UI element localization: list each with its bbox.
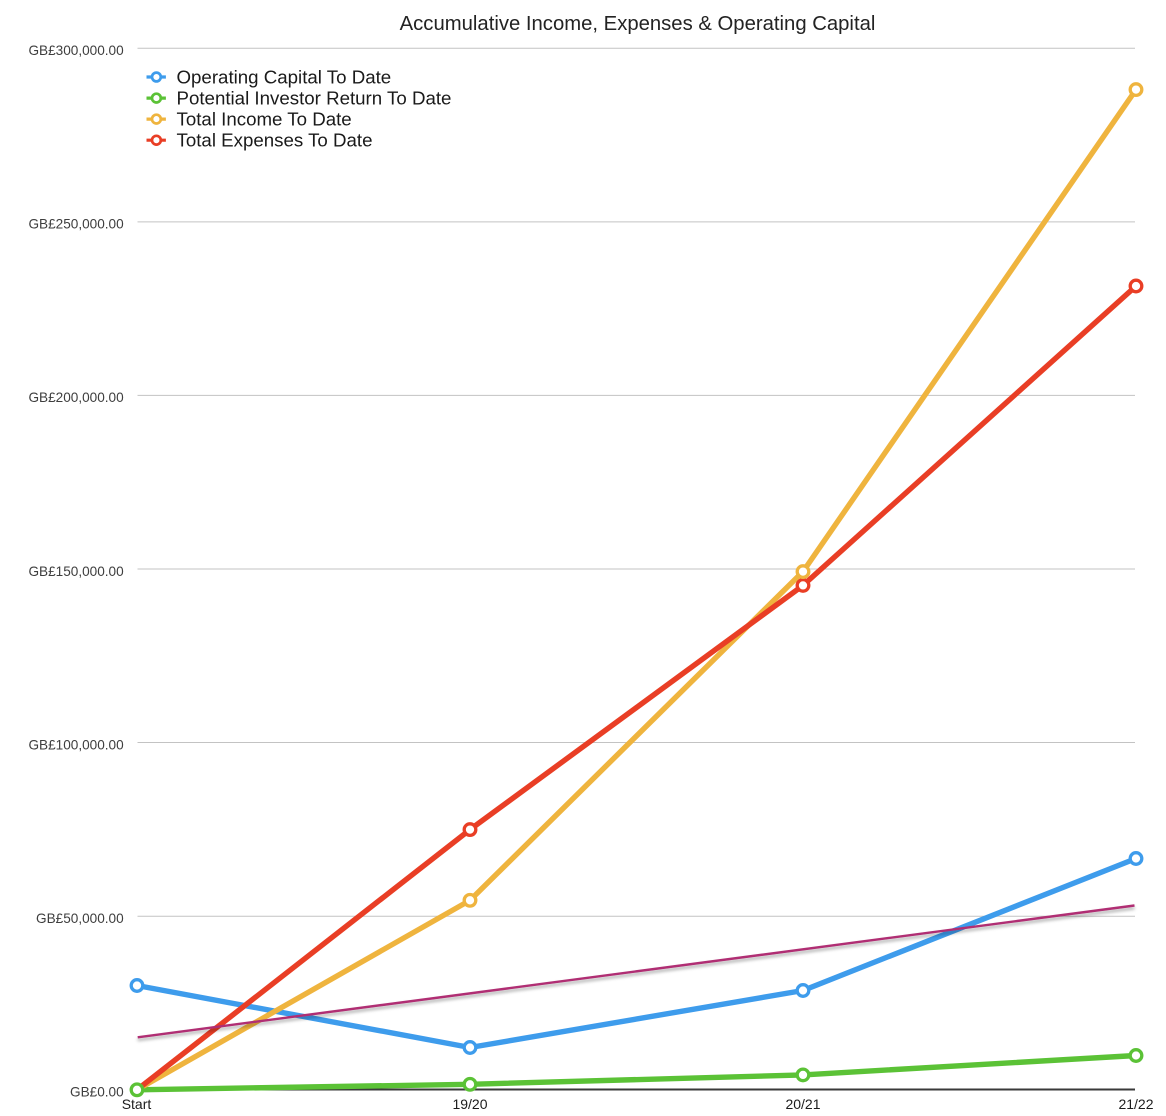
svg-text:GB£0.00: GB£0.00	[70, 1085, 124, 1100]
svg-text:21/22: 21/22	[1118, 1096, 1153, 1112]
svg-text:Operating Capital To Date: Operating Capital To Date	[177, 67, 392, 88]
svg-text:Potential Investor Return To D: Potential Investor Return To Date	[177, 88, 452, 109]
svg-text:Total Income To Date: Total Income To Date	[177, 109, 352, 130]
svg-text:GB£250,000.00: GB£250,000.00	[28, 217, 124, 232]
svg-text:GB£50,000.00: GB£50,000.00	[36, 911, 124, 926]
svg-text:GB£100,000.00: GB£100,000.00	[28, 737, 124, 752]
svg-text:20/21: 20/21	[785, 1096, 820, 1112]
svg-text:Start: Start	[122, 1096, 152, 1112]
svg-text:19/20: 19/20	[452, 1096, 487, 1112]
svg-text:GB£300,000.00: GB£300,000.00	[28, 43, 124, 58]
svg-text:Accumulative Income, Expenses: Accumulative Income, Expenses & Operatin…	[400, 13, 876, 35]
svg-text:Total Expenses To Date: Total Expenses To Date	[177, 130, 373, 151]
svg-text:GB£200,000.00: GB£200,000.00	[28, 390, 124, 405]
svg-text:GB£150,000.00: GB£150,000.00	[28, 564, 124, 579]
